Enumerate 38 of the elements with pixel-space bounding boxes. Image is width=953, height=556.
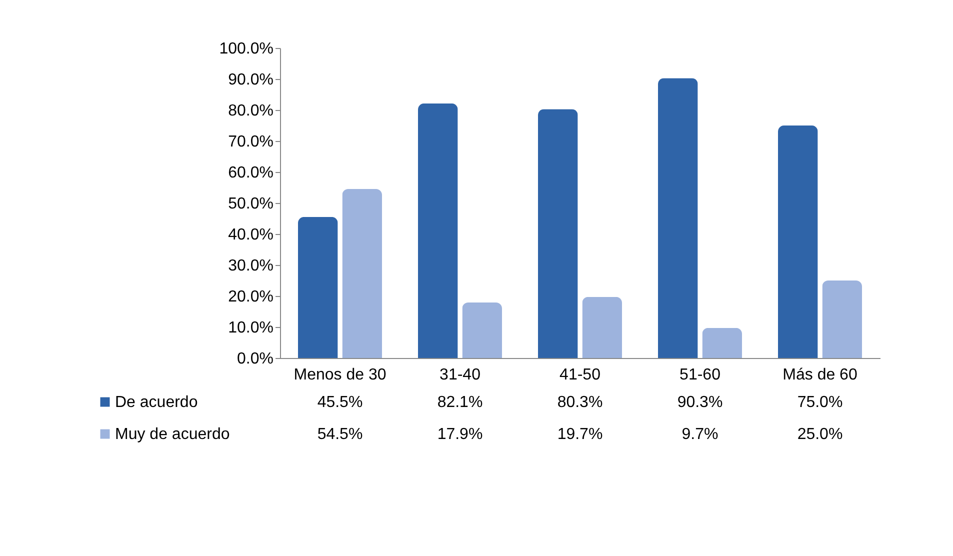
y-tick-label: 90.0%: [228, 72, 274, 88]
data-label: 80.3%: [557, 394, 603, 411]
bar: [658, 78, 698, 358]
bar: [342, 189, 382, 358]
legend-label: Muy de acuerdo: [115, 426, 230, 443]
bar: [418, 103, 458, 358]
y-tick-label: 30.0%: [228, 258, 274, 274]
data-label: 82.1%: [437, 394, 483, 411]
x-tick-label: 41-50: [560, 366, 601, 384]
bar: [778, 126, 818, 358]
data-label: 25.0%: [797, 426, 843, 443]
y-tick-label: 40.0%: [228, 226, 274, 244]
x-tick-label: Menos de 30: [294, 366, 386, 384]
y-tick-label: 50.0%: [228, 196, 274, 212]
x-tick-label: 51-60: [680, 366, 721, 384]
data-label: 17.9%: [437, 426, 483, 443]
bar: [462, 302, 502, 358]
bar: [582, 296, 622, 358]
legend-label: De acuerdo: [115, 394, 198, 411]
bar: [822, 280, 862, 358]
data-label: 45.5%: [317, 394, 363, 411]
y-tick-label: 70.0%: [228, 134, 274, 150]
data-label: 9.7%: [682, 426, 718, 443]
x-tick-label: 31-40: [440, 366, 481, 384]
bar: [538, 109, 578, 358]
y-tick-label: 80.0%: [228, 102, 274, 120]
y-tick-label: 100.0%: [219, 40, 274, 58]
data-label: 54.5%: [317, 426, 363, 443]
y-tick-label: 60.0%: [228, 164, 274, 182]
x-tick-label: Más de 60: [782, 366, 858, 384]
y-tick-label: 10.0%: [228, 320, 274, 336]
bar: [702, 328, 742, 358]
y-tick-label: 0.0%: [237, 350, 274, 368]
bar: [298, 216, 338, 358]
data-label: 90.3%: [677, 394, 723, 411]
data-label: 75.0%: [797, 394, 843, 411]
y-tick-label: 20.0%: [228, 288, 274, 306]
data-label: 19.7%: [557, 426, 603, 443]
